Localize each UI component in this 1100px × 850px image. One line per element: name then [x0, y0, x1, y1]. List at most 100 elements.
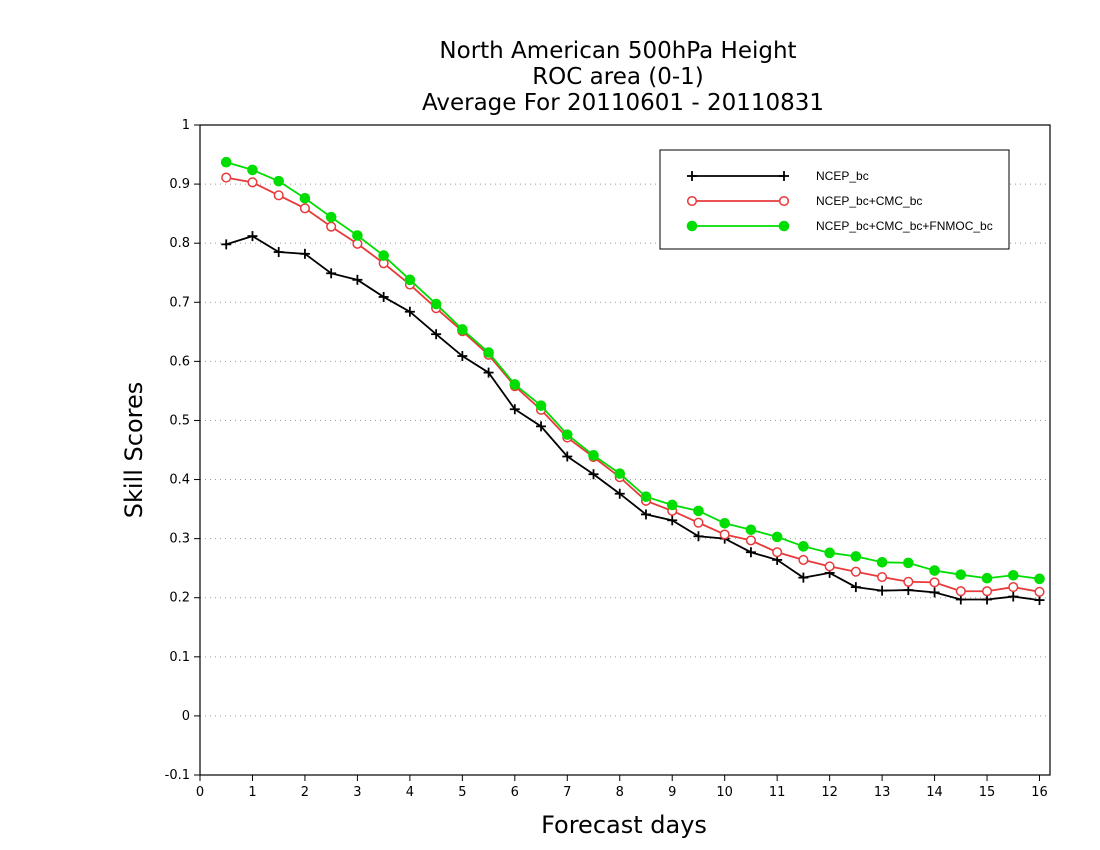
axes: -0.100.10.20.30.40.50.60.70.80.910 1 2 3 4 5 6… — [165, 118, 1051, 800]
data-point — [326, 221, 337, 232]
data-point — [1034, 573, 1045, 585]
x-tick-label: 16 — [1031, 785, 1048, 800]
data-point — [850, 551, 862, 562]
data-point — [247, 177, 258, 188]
series-group — [220, 156, 1045, 606]
data-point — [483, 367, 494, 378]
data-point — [404, 274, 416, 286]
data-point — [1008, 591, 1019, 602]
plot-frame — [199, 124, 1051, 776]
data-point — [929, 565, 940, 576]
data-point — [929, 587, 940, 598]
y-tick-label: 0.8 — [169, 236, 190, 251]
x-tick-label: 1 — [248, 785, 256, 800]
y-tick-label: 0.6 — [169, 354, 190, 369]
legend-label: NCEP_bc+CMC_bc+FNMOC_bc — [816, 219, 993, 233]
data-point — [352, 230, 363, 241]
x-tick-label: 11 — [769, 785, 786, 800]
legend-marker — [778, 220, 790, 232]
y-tick-label: 0.7 — [169, 295, 190, 310]
data-point — [640, 491, 652, 502]
data-point — [299, 192, 311, 204]
data-point — [614, 468, 626, 479]
data-point — [693, 531, 704, 542]
data-point — [509, 404, 520, 415]
legend-label: NCEP_bc — [816, 169, 869, 183]
grid — [200, 183, 1050, 717]
data-point — [981, 572, 993, 584]
data-point — [561, 429, 573, 440]
data-point — [981, 586, 993, 597]
data-point — [431, 329, 442, 340]
data-point — [378, 291, 389, 302]
chart-title: North American 500hPa Height ROC area (0… — [422, 38, 824, 116]
data-point — [876, 556, 888, 568]
data-point — [483, 347, 494, 358]
data-point — [247, 231, 258, 242]
y-axis-label: Skill Scores — [120, 382, 148, 519]
data-point — [509, 379, 521, 390]
y-tick-label: 0.4 — [169, 473, 190, 488]
data-point — [378, 250, 389, 261]
data-point — [850, 582, 861, 593]
data-point — [772, 547, 783, 558]
x-tick-label: 2 — [301, 785, 309, 800]
data-point — [299, 248, 310, 259]
data-point — [221, 239, 232, 250]
x-tick-label: 5 — [458, 785, 466, 800]
data-point — [824, 561, 835, 572]
data-point — [247, 164, 258, 176]
x-tick-label: 3 — [353, 785, 361, 800]
data-point — [404, 306, 415, 317]
x-tick-label: 4 — [406, 785, 414, 800]
data-point — [1008, 582, 1019, 593]
data-point — [693, 517, 704, 528]
legend-marker — [687, 171, 697, 181]
y-tick-label: -0.1 — [165, 768, 190, 783]
data-point — [326, 268, 337, 279]
data-point — [719, 529, 730, 540]
data-point — [457, 351, 468, 362]
data-point — [614, 488, 625, 499]
legend-item: NCEP_bc+CMC_bc — [686, 194, 922, 208]
legend-item: NCEP_bc+CMC_bc+FNMOC_bc — [686, 219, 993, 233]
y-tick-label: 0 — [182, 709, 190, 724]
x-tick-label: 8 — [616, 785, 624, 800]
y-tick-label: 0.9 — [169, 177, 190, 192]
legend-marker — [686, 220, 698, 232]
data-point — [798, 541, 809, 552]
data-point — [588, 450, 599, 461]
data-point — [588, 469, 599, 480]
data-point — [273, 175, 285, 187]
data-point — [562, 451, 573, 462]
data-point — [824, 547, 835, 559]
x-tick-label: 10 — [716, 785, 733, 800]
legend-items: NCEP_bc NCEP_bc+CMC_bc NCEP_bc+CMC_bc+FNMO… — [686, 169, 993, 233]
data-point — [719, 517, 730, 529]
x-tick-label: 15 — [979, 785, 996, 800]
data-point — [352, 274, 363, 285]
data-point — [221, 172, 232, 183]
data-point — [666, 499, 678, 511]
data-point — [667, 515, 678, 526]
y-tick-label: 0.5 — [169, 413, 190, 428]
chart-title-line-1: North American 500hPa Height — [439, 38, 796, 64]
x-tick-label: 12 — [821, 785, 838, 800]
y-tick-label: 0.2 — [169, 591, 190, 606]
data-point — [325, 211, 337, 223]
series-2 — [220, 156, 1045, 585]
x-tick-label: 9 — [668, 785, 676, 800]
x-tick-label: 7 — [563, 785, 571, 800]
data-point — [457, 324, 468, 335]
legend-label: NCEP_bc+CMC_bc — [816, 194, 922, 208]
data-point — [1034, 586, 1045, 597]
x-tick-label: 6 — [511, 785, 519, 800]
legend-box — [659, 149, 1010, 250]
legend-item: NCEP_bc — [687, 169, 869, 183]
x-tick-label: 13 — [874, 785, 891, 800]
data-point — [693, 505, 704, 517]
x-tick-label: 14 — [926, 785, 943, 800]
legend-marker — [778, 195, 790, 207]
